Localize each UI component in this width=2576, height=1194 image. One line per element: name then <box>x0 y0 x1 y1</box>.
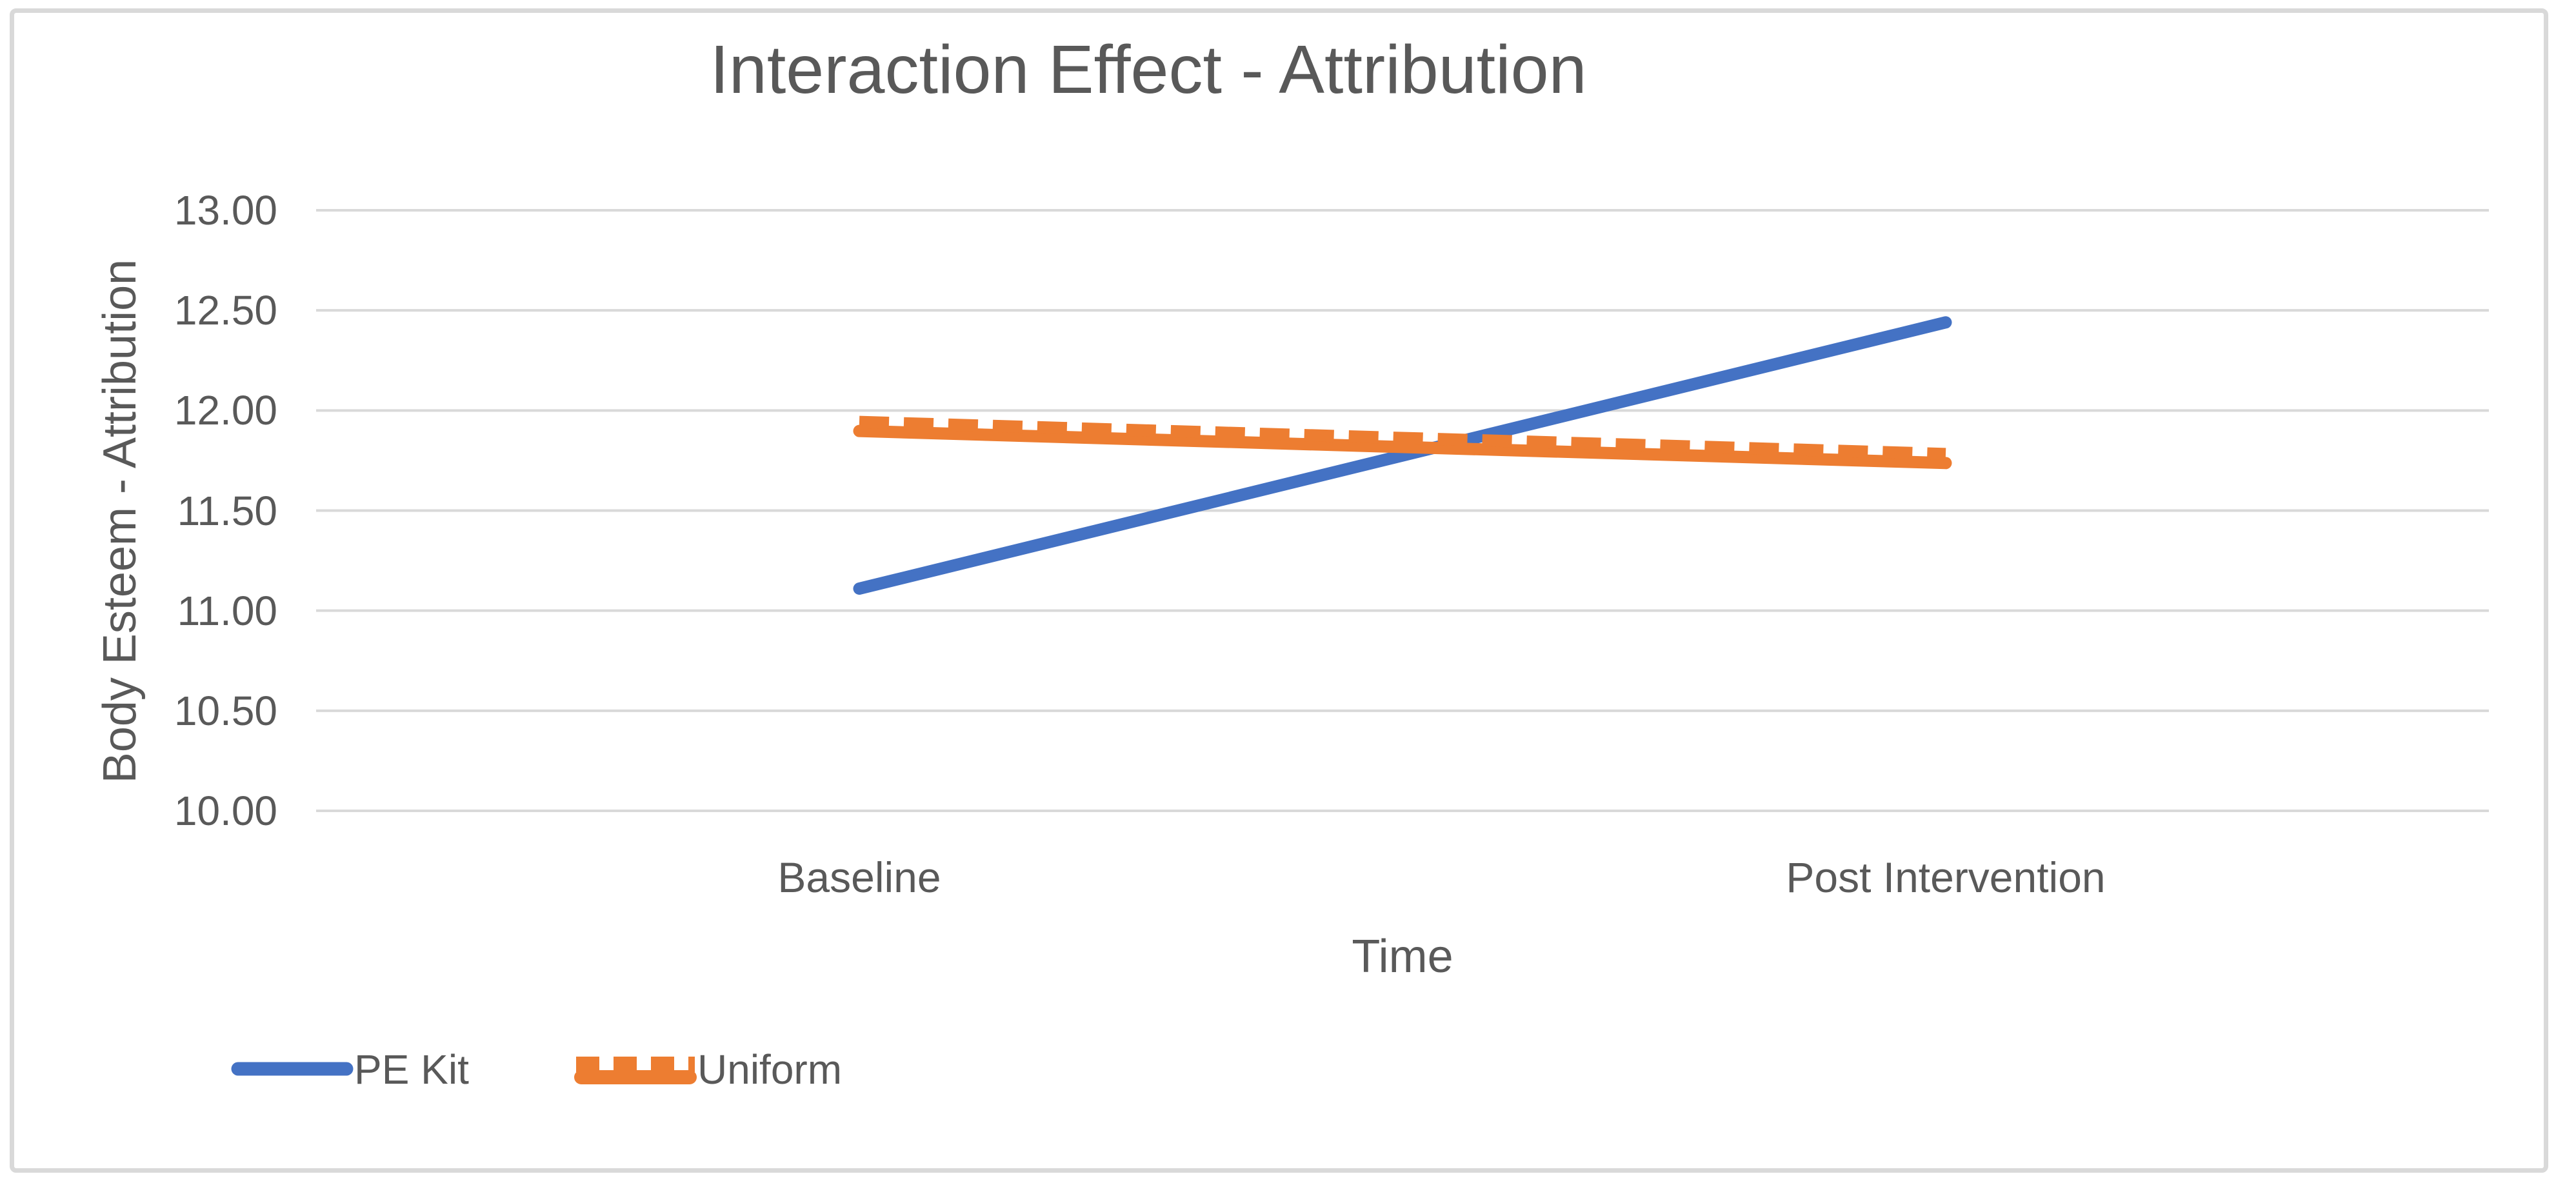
legend-item-pe-kit: PE Kit <box>230 1037 469 1102</box>
y-tick-label: 10.50 <box>174 687 277 734</box>
pe-kit-line-sample-icon <box>231 1062 354 1076</box>
legend-item-uniform: Uniform <box>574 1037 842 1102</box>
x-axis-title: Time <box>1352 931 1453 982</box>
chart-title: Interaction Effect - Attribution <box>710 32 1587 108</box>
y-tick-label: 13.00 <box>174 187 277 234</box>
y-tick-label: 12.00 <box>174 387 277 434</box>
y-tick-label: 12.50 <box>174 287 277 334</box>
uniform-line-sample-icon <box>574 1057 697 1084</box>
y-tick-label: 11.50 <box>177 487 277 534</box>
legend-label-pe-kit: PE Kit <box>354 1046 469 1093</box>
series-line-uniform-base <box>853 424 1952 470</box>
y-tick-label: 10.00 <box>174 788 277 834</box>
x-tick-label: Post Intervention <box>1786 853 2106 901</box>
series-line-pe-kit <box>853 316 1952 595</box>
x-tick-label: Baseline <box>777 853 941 901</box>
y-tick-label: 11.00 <box>177 587 277 634</box>
chart-border-frame <box>10 8 2548 1173</box>
series-line-uniform-dashes <box>859 415 1946 461</box>
legend-label-uniform: Uniform <box>697 1046 843 1093</box>
